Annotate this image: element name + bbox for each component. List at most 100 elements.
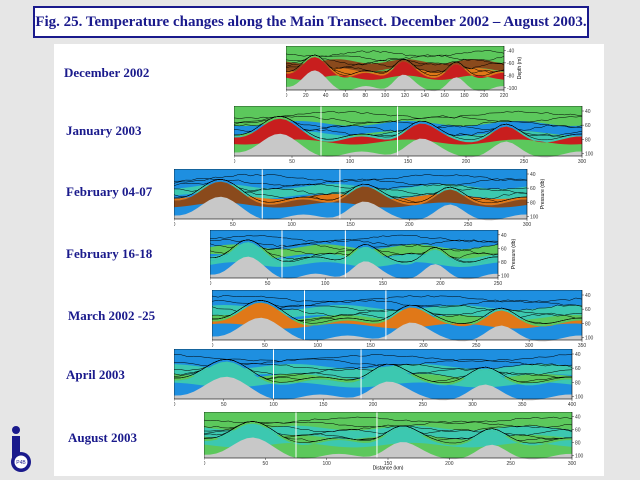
section-label-mar-2002: March 2002 -25 xyxy=(68,308,156,323)
y-tick-label: 80 xyxy=(501,260,507,266)
water-layer-deep xyxy=(174,361,572,388)
section-label-aug-2003: August 2003 xyxy=(68,430,137,445)
x-tick-label: 150 xyxy=(384,461,393,467)
y-axis-title: Pressure (db) xyxy=(540,179,546,210)
isotherm-line xyxy=(286,54,505,77)
section-plot-mar-2002: 0 50 100 150 200 250 300 350 40 60 80 100 xyxy=(212,290,604,352)
transect-svg: 050100150200250406080100Pressure (db) xyxy=(210,230,517,287)
isotherm-line xyxy=(286,50,505,58)
section-label-apr-2003: April 2003 xyxy=(66,367,125,382)
plot-frame xyxy=(286,46,505,91)
isotherm-line xyxy=(210,239,499,263)
x-tick-label: 100 xyxy=(314,343,323,349)
x-tick-label: 80 xyxy=(362,93,368,99)
seabed-area xyxy=(174,376,572,401)
logo-dot-icon xyxy=(12,426,20,434)
isotherm-line xyxy=(234,116,583,141)
water-layer-deep xyxy=(204,423,572,448)
x-tick-label: 220 xyxy=(500,93,509,99)
x-tick-label: 250 xyxy=(472,343,481,349)
x-tick-label: 120 xyxy=(401,93,410,99)
section-label-dec-2002: December 2002 xyxy=(64,65,150,80)
x-tick-label: 140 xyxy=(421,93,430,99)
isotherm-line xyxy=(174,179,528,204)
y-tick-label: -40 xyxy=(507,48,514,54)
figure-title-box: Fig. 25. Temperature changes along the M… xyxy=(33,6,589,38)
y-tick-label: 40 xyxy=(585,293,591,299)
section-plot-apr-2003: 0 50 100 150 200 250 300 350 400 40 60 80 100 xyxy=(174,349,594,411)
y-tick-label: 40 xyxy=(530,172,536,178)
x-tick-label: 50 xyxy=(289,159,295,165)
y-tick-label: 80 xyxy=(585,137,591,143)
section-plot-aug-2003: 0 50 100 150 200 250 300 40 60 80 100 Distance (km) xyxy=(204,412,594,470)
transect-svg: 0 50 100 150 200 250 300 350 40 60 80 100 xyxy=(212,290,594,349)
x-tick-label: 250 xyxy=(506,461,515,467)
isotherm-line xyxy=(234,110,583,119)
y-tick-label: 60 xyxy=(575,366,581,372)
y-tick-label: 40 xyxy=(575,352,581,358)
seabed-area xyxy=(212,317,582,342)
isotherm-line xyxy=(174,359,573,384)
x-tick-label: 300 xyxy=(525,343,534,349)
x-tick-label: 0 xyxy=(174,402,176,408)
y-tick-label: 100 xyxy=(585,152,594,158)
x-tick-label: 200 xyxy=(405,222,414,228)
x-tick-label: 100 xyxy=(381,93,390,99)
y-tick-label: 40 xyxy=(585,109,591,115)
x-tick-label: 160 xyxy=(440,93,449,99)
x-tick-label: 200 xyxy=(436,281,445,287)
x-tick-label: 50 xyxy=(263,461,269,467)
x-tick-label: 200 xyxy=(369,402,378,408)
y-tick-label: -80 xyxy=(507,73,514,79)
section-plot-dec-2002: 0 20 40 60 80 100 120 140 160 180 200 220 -40 -60 -80 -… xyxy=(286,46,526,102)
x-tick-label: 400 xyxy=(568,402,577,408)
x-tick-label: 0 xyxy=(286,93,288,99)
x-tick-label: 0 xyxy=(204,461,206,467)
section-label-jan-2003: January 2003 xyxy=(66,123,142,138)
x-tick-label: 200 xyxy=(445,461,454,467)
x-tick-label: 50 xyxy=(265,281,271,287)
y-tick-label: 60 xyxy=(501,246,507,252)
x-tick-label: 300 xyxy=(568,461,577,467)
water-layer-deep xyxy=(174,181,527,208)
x-tick-label: 50 xyxy=(262,343,268,349)
transect-svg: 0 20 40 60 80 100 120 140 160 180 200 220 -40 -60 -80 -… xyxy=(286,46,523,99)
water-layer-deep xyxy=(212,302,582,329)
x-tick-label: 100 xyxy=(321,281,330,287)
isotherm-line xyxy=(174,178,528,187)
y-tick-label: 60 xyxy=(575,428,581,434)
x-tick-label: 100 xyxy=(287,222,296,228)
water-layer-deep xyxy=(286,57,504,80)
y-tick-label: -60 xyxy=(507,61,514,67)
figure-panel: December 2002 January 2003 February 04-0… xyxy=(54,44,604,476)
y-tick-label: 80 xyxy=(585,321,591,327)
x-tick-label: 250 xyxy=(494,281,503,287)
isotherm-line xyxy=(204,416,573,424)
isotherm-line xyxy=(210,238,499,247)
section-label-feb-16-18: February 16-18 xyxy=(66,246,153,261)
y-tick-label: 100 xyxy=(501,274,510,280)
x-tick-label: 60 xyxy=(343,93,349,99)
y-tick-label: 100 xyxy=(585,336,594,342)
section-plot-feb-16-18: 050100150200250406080100Pressure (db) xyxy=(210,230,520,290)
y-tick-label: 100 xyxy=(530,215,539,221)
y-tick-label: 80 xyxy=(575,441,581,447)
water-layer-deep xyxy=(234,118,582,145)
plot-frame xyxy=(212,290,583,341)
isotherm-line xyxy=(210,234,499,243)
y-axis-title: Pressure (db) xyxy=(511,239,517,270)
x-tick-label: 150 xyxy=(379,281,388,287)
x-tick-label: 0 xyxy=(234,159,236,165)
isotherm-line xyxy=(204,420,573,429)
y-tick-label: 100 xyxy=(575,454,584,460)
x-tick-label: 250 xyxy=(464,222,473,228)
isotherm-line xyxy=(234,115,583,124)
x-tick-label: 100 xyxy=(269,402,278,408)
x-tick-label: 300 xyxy=(578,159,587,165)
x-tick-label: 200 xyxy=(419,343,428,349)
figure-title: Fig. 25. Temperature changes along the M… xyxy=(35,13,587,30)
y-tick-label: -100 xyxy=(507,86,517,92)
x-tick-label: 200 xyxy=(462,159,471,165)
